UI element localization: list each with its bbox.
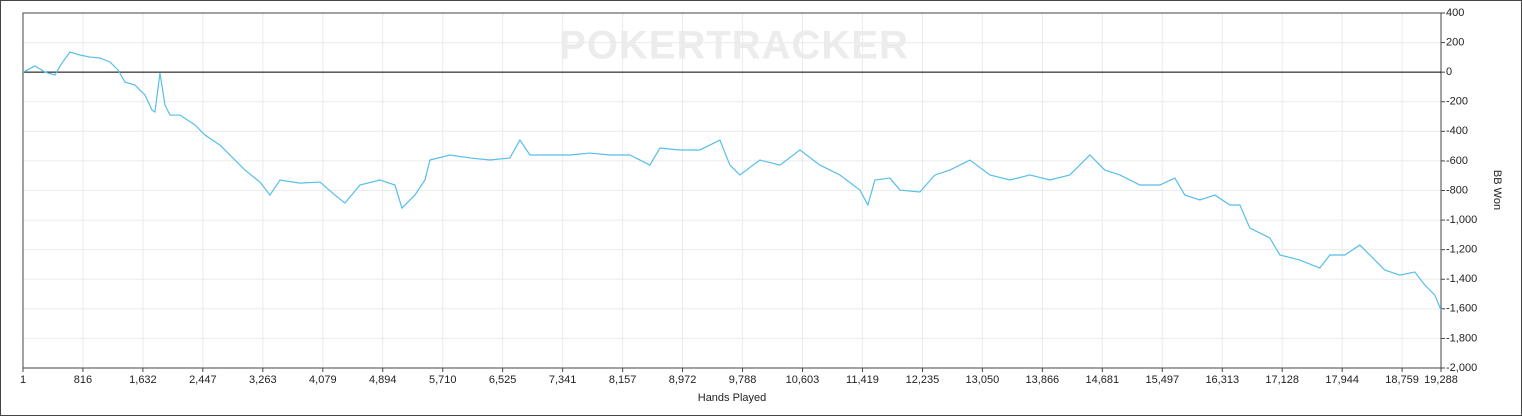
- x-tick-label: 12,235: [906, 374, 940, 386]
- x-tick-label: 15,497: [1145, 374, 1179, 386]
- x-tick-label: 7,341: [549, 374, 577, 386]
- x-axis-label: Hands Played: [698, 392, 767, 404]
- y-tick-label: -200: [1446, 96, 1468, 108]
- x-tick-label: 16,313: [1205, 374, 1239, 386]
- watermark: POKERTRACKER: [559, 24, 909, 68]
- x-tick-label: 3,263: [249, 374, 277, 386]
- y-tick-label: -1,000: [1446, 214, 1477, 226]
- y-tick-label: 400: [1446, 7, 1464, 19]
- x-tick-label: 17,128: [1265, 374, 1299, 386]
- x-tick-label: 5,710: [429, 374, 457, 386]
- x-tick-label: 19,288: [1424, 374, 1458, 386]
- y-tick-label: -600: [1446, 155, 1468, 167]
- y-tick-label: -1,400: [1446, 273, 1477, 285]
- x-tick-label: 13,866: [1026, 374, 1060, 386]
- x-tick-label: 1: [20, 374, 26, 386]
- x-tick-label: 13,050: [966, 374, 1000, 386]
- x-tick-label: 11,419: [846, 374, 879, 386]
- x-tick-label: 4,894: [369, 374, 397, 386]
- y-tick-label: 200: [1446, 36, 1464, 48]
- x-tick-label: 14,681: [1085, 374, 1119, 386]
- y-tick-label: -2,000: [1446, 362, 1477, 374]
- x-tick-label: 1,632: [129, 374, 157, 386]
- y-tick-label: -400: [1446, 125, 1468, 137]
- x-tick-label: 9,788: [729, 374, 757, 386]
- y-tick-label: -1,600: [1446, 303, 1477, 315]
- x-tick-label: 4,079: [309, 374, 337, 386]
- x-tick-label: 18,759: [1385, 374, 1419, 386]
- x-tick-label: 6,525: [489, 374, 517, 386]
- y-tick-label: -800: [1446, 184, 1468, 196]
- x-tick-label: 8,972: [669, 374, 697, 386]
- x-tick-label: 8,157: [609, 374, 637, 386]
- y-tick-label: -1,800: [1446, 332, 1477, 344]
- y-tick-label: -1,200: [1446, 244, 1477, 256]
- y-tick-label: 0: [1446, 66, 1452, 78]
- x-tick-label: 2,447: [189, 374, 217, 386]
- x-tick-label: 17,944: [1325, 374, 1359, 386]
- x-tick-label: 10,603: [786, 374, 820, 386]
- x-tick-label: 816: [74, 374, 92, 386]
- data-line: [22, 51, 1442, 311]
- plot-area: [22, 12, 1442, 369]
- y-axis-label: BB Won: [1491, 170, 1503, 210]
